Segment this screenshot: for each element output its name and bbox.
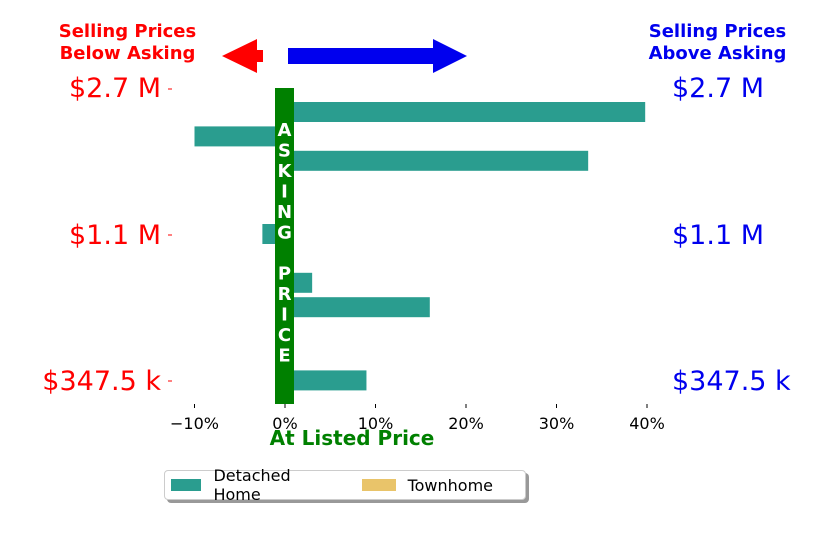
x-axis-label: At Listed Price — [269, 426, 435, 450]
price-left-top: $2.7 M — [69, 73, 161, 104]
bar-detached-8 — [285, 297, 430, 318]
price-right-top: $2.7 M — [672, 73, 764, 104]
asking-letter-7: P — [278, 264, 291, 285]
asking-letter-4: N — [277, 202, 292, 223]
bar-detached-0 — [285, 102, 646, 122]
asking-letter-8: R — [278, 284, 292, 305]
y-ticks — [168, 88, 172, 382]
asking-letter-9: I — [281, 305, 288, 326]
price-right-bottom: $347.5 k — [672, 366, 791, 397]
bar-detached-1 — [194, 126, 285, 147]
asking-letter-0: A — [278, 120, 292, 141]
header-below-line2: Below Asking — [59, 43, 196, 64]
asking-letter-2: K — [278, 161, 293, 182]
legend: Detached Home Townhome — [164, 466, 526, 504]
asking-letter-10: C — [278, 325, 291, 346]
asking-letter-5: G — [277, 223, 292, 244]
x-tick-label-1: 0% — [272, 414, 297, 433]
x-tick-label-4: 30% — [539, 414, 575, 433]
asking-price-column — [275, 88, 294, 404]
price-left-bottom: $347.5 k — [42, 366, 161, 397]
arrow-below-asking — [222, 39, 263, 73]
price-right-mid: $1.1 M — [672, 220, 764, 251]
x-tick-label-0: −10% — [170, 414, 219, 433]
asking-letter-3: I — [281, 182, 288, 203]
x-tick-label-2: 10% — [358, 414, 394, 433]
legend-swatch-townhome — [361, 479, 396, 491]
header-below-line1: Selling Prices — [58, 21, 197, 42]
header-above-line1: Selling Prices — [648, 21, 787, 42]
bar-detached-2 — [285, 150, 589, 171]
x-axis: −10% 0% 10% 20% 30% 40% — [170, 404, 665, 433]
header-above-line2: Above Asking — [648, 43, 787, 64]
asking-letter-11: E — [278, 346, 290, 367]
legend-swatch-detached — [171, 479, 202, 491]
header-above-asking: Selling Prices Above Asking — [630, 21, 805, 65]
legend-label-townhome: Townhome — [407, 475, 493, 495]
legend-item-townhome: Townhome — [361, 475, 493, 495]
direction-arrows — [222, 39, 467, 73]
legend-item-detached: Detached Home — [171, 466, 330, 504]
x-tick-label-3: 20% — [448, 414, 484, 433]
bars-group — [194, 102, 646, 391]
header-below-asking: Selling Prices Below Asking — [40, 21, 215, 65]
asking-letter-1: S — [278, 141, 291, 162]
price-left-mid: $1.1 M — [69, 220, 161, 251]
arrow-above-asking — [288, 39, 467, 73]
legend-label-detached: Detached Home — [213, 466, 291, 504]
x-tick-label-5: 40% — [629, 414, 665, 433]
bar-detached-11 — [285, 370, 367, 391]
